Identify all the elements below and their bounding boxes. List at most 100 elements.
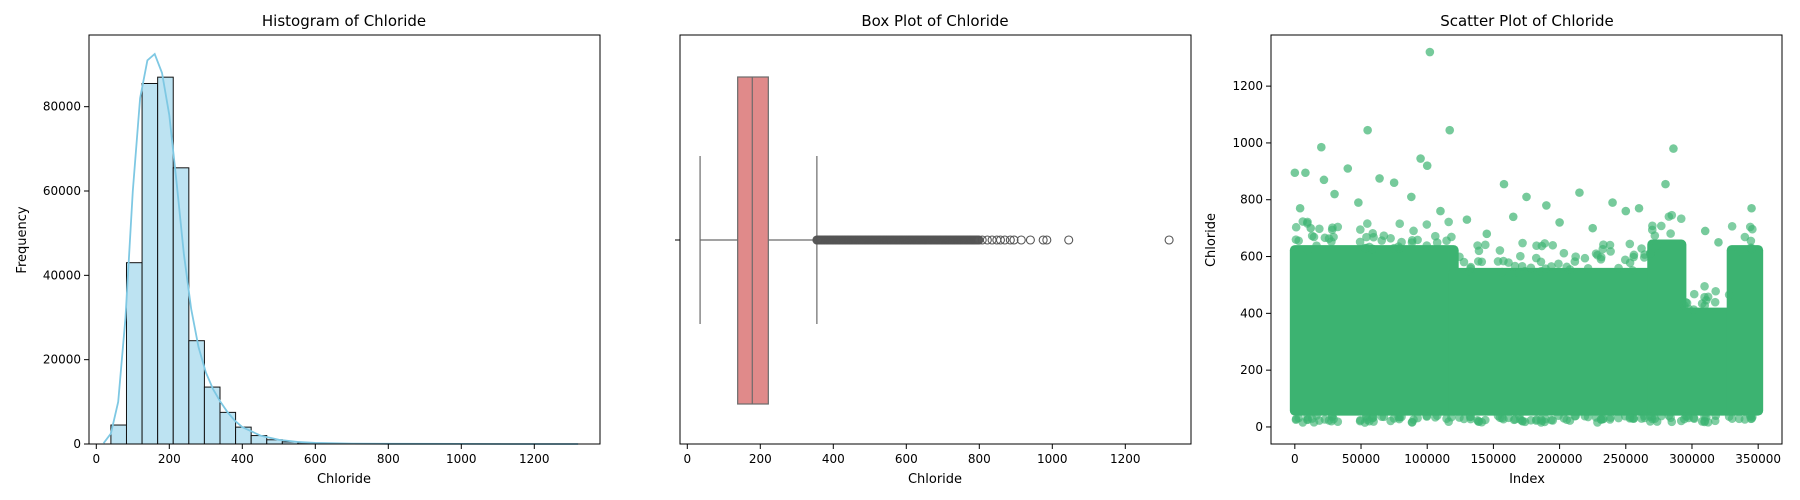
histogram-ytick-label: 20000: [43, 353, 81, 367]
scatter-point: [1516, 251, 1525, 261]
scatter-point: [1445, 125, 1455, 135]
scatter-ylabel: Chloride: [1204, 213, 1219, 267]
scatter-point: [1504, 413, 1513, 423]
scatter-point: [1474, 246, 1484, 256]
scatter-xtick-label: 300000: [1669, 452, 1715, 466]
boxplot-xlabel: Chloride: [908, 472, 962, 487]
scatter-point: [1466, 262, 1476, 272]
boxplot-outlier: [1164, 235, 1174, 245]
scatter-point: [1710, 416, 1720, 426]
histogram-bar: [172, 167, 190, 445]
histogram-ytick-label: 60000: [43, 184, 81, 198]
scatter-point: [1377, 236, 1387, 245]
scatter-point: [1422, 220, 1432, 229]
scatter-point: [1532, 241, 1541, 250]
scatter-point: [1295, 203, 1305, 213]
scatter-point: [1462, 215, 1472, 224]
boxplot-xtick-label: 800: [968, 452, 991, 466]
scatter-point: [1541, 414, 1550, 424]
boxplot-panel: Box Plot of Chloride 0 200 400 600 800 1000 12…: [675, 12, 1192, 487]
scatter-point: [1621, 206, 1631, 216]
boxplot-xtick-label: 1200: [1110, 452, 1141, 466]
scatter-point: [1640, 250, 1649, 259]
scatter-point: [1640, 413, 1649, 423]
scatter-point: [1407, 192, 1416, 202]
scatter-point: [1532, 415, 1541, 424]
scatter-point: [1422, 161, 1432, 170]
boxplot-outlier: [995, 235, 1006, 245]
histogram-xtick-label: 1000: [446, 452, 477, 466]
scatter-point: [1317, 142, 1326, 152]
scatter-point: [1368, 413, 1377, 423]
scatter-point: [1700, 226, 1710, 236]
scatter-point: [1734, 246, 1744, 256]
scatter-point: [1727, 414, 1737, 423]
scatter-xtick-label: 50000: [1342, 452, 1380, 466]
scatter-point: [1656, 221, 1666, 231]
scatter-point: [1395, 219, 1405, 228]
scatter-xlabel: Index: [1509, 472, 1545, 487]
scatter-point: [1432, 411, 1442, 421]
scatter-ytick-label: 0: [1255, 420, 1263, 434]
scatter-point: [1531, 253, 1541, 263]
scatter-point: [1481, 240, 1490, 250]
scatter-point: [1312, 241, 1321, 251]
scatter-panel: Scatter Plot of Chloride 0 50000 100000 150…: [1204, 12, 1783, 487]
scatter-point: [1606, 247, 1615, 256]
scatter-point: [1702, 412, 1711, 422]
scatter-point: [1571, 252, 1580, 262]
scatter-point: [1614, 413, 1623, 423]
scatter-point: [1727, 221, 1737, 231]
scatter-point: [1290, 168, 1300, 178]
boxplot-outlier: [1005, 235, 1015, 245]
histogram-xtick-label: 400: [231, 452, 254, 466]
scatter-point: [1327, 237, 1336, 246]
scatter-point-cluster: [1448, 267, 1658, 416]
boxplot-outlier: [1042, 235, 1052, 245]
scatter-point-cluster: [1726, 245, 1764, 416]
scatter-point: [1333, 222, 1343, 232]
scatter-point: [1303, 245, 1313, 255]
scatter-point: [1541, 264, 1550, 273]
scatter-point: [1389, 243, 1399, 253]
scatter-point: [1656, 411, 1666, 421]
scatter-point: [1444, 217, 1453, 227]
scatter-point: [1436, 206, 1445, 216]
scatter-point: [1526, 263, 1536, 273]
scatter-point: [1575, 188, 1584, 197]
scatter-ytick-label: 1000: [1232, 136, 1263, 150]
scatter-point: [1517, 262, 1527, 271]
histogram-ylabel: Frequency: [15, 206, 30, 273]
scatter-point: [1518, 238, 1527, 248]
scatter-point: [1315, 224, 1324, 234]
scatter-point: [1327, 416, 1336, 426]
histogram-xtick-label: 0: [92, 452, 100, 466]
scatter-point: [1493, 257, 1503, 266]
boxplot-xtick-label: 1000: [1037, 452, 1068, 466]
scatter-point: [1682, 298, 1692, 308]
scatter-point: [1652, 240, 1662, 250]
scatter-point: [1362, 232, 1371, 242]
scatter-point: [1432, 238, 1442, 247]
scatter-point: [1377, 412, 1387, 421]
scatter-point: [1444, 417, 1453, 427]
scatter-point: [1596, 252, 1606, 262]
boxplot-outlier: [1000, 235, 1010, 245]
scatter-point: [1375, 174, 1384, 183]
scatter-point: [1291, 222, 1301, 232]
boxplot-title: Box Plot of Chloride: [861, 12, 1008, 30]
boxplot-outlier: [1064, 235, 1074, 245]
boxplot-xtick-label: 0: [683, 452, 691, 466]
histogram-xlabel: Chloride: [317, 472, 371, 487]
scatter-point: [1747, 203, 1756, 213]
scatter-point: [1745, 222, 1755, 232]
histogram-bar: [219, 411, 237, 445]
scatter-point: [1625, 239, 1635, 249]
scatter-point: [1333, 417, 1343, 426]
scatter-point: [1608, 198, 1617, 207]
boxplot-outlier: [987, 235, 997, 245]
scatter-point: [1700, 282, 1709, 291]
scatter-point: [1711, 286, 1720, 296]
boxplot-outlier: [977, 235, 987, 245]
scatter-point: [1442, 236, 1451, 246]
